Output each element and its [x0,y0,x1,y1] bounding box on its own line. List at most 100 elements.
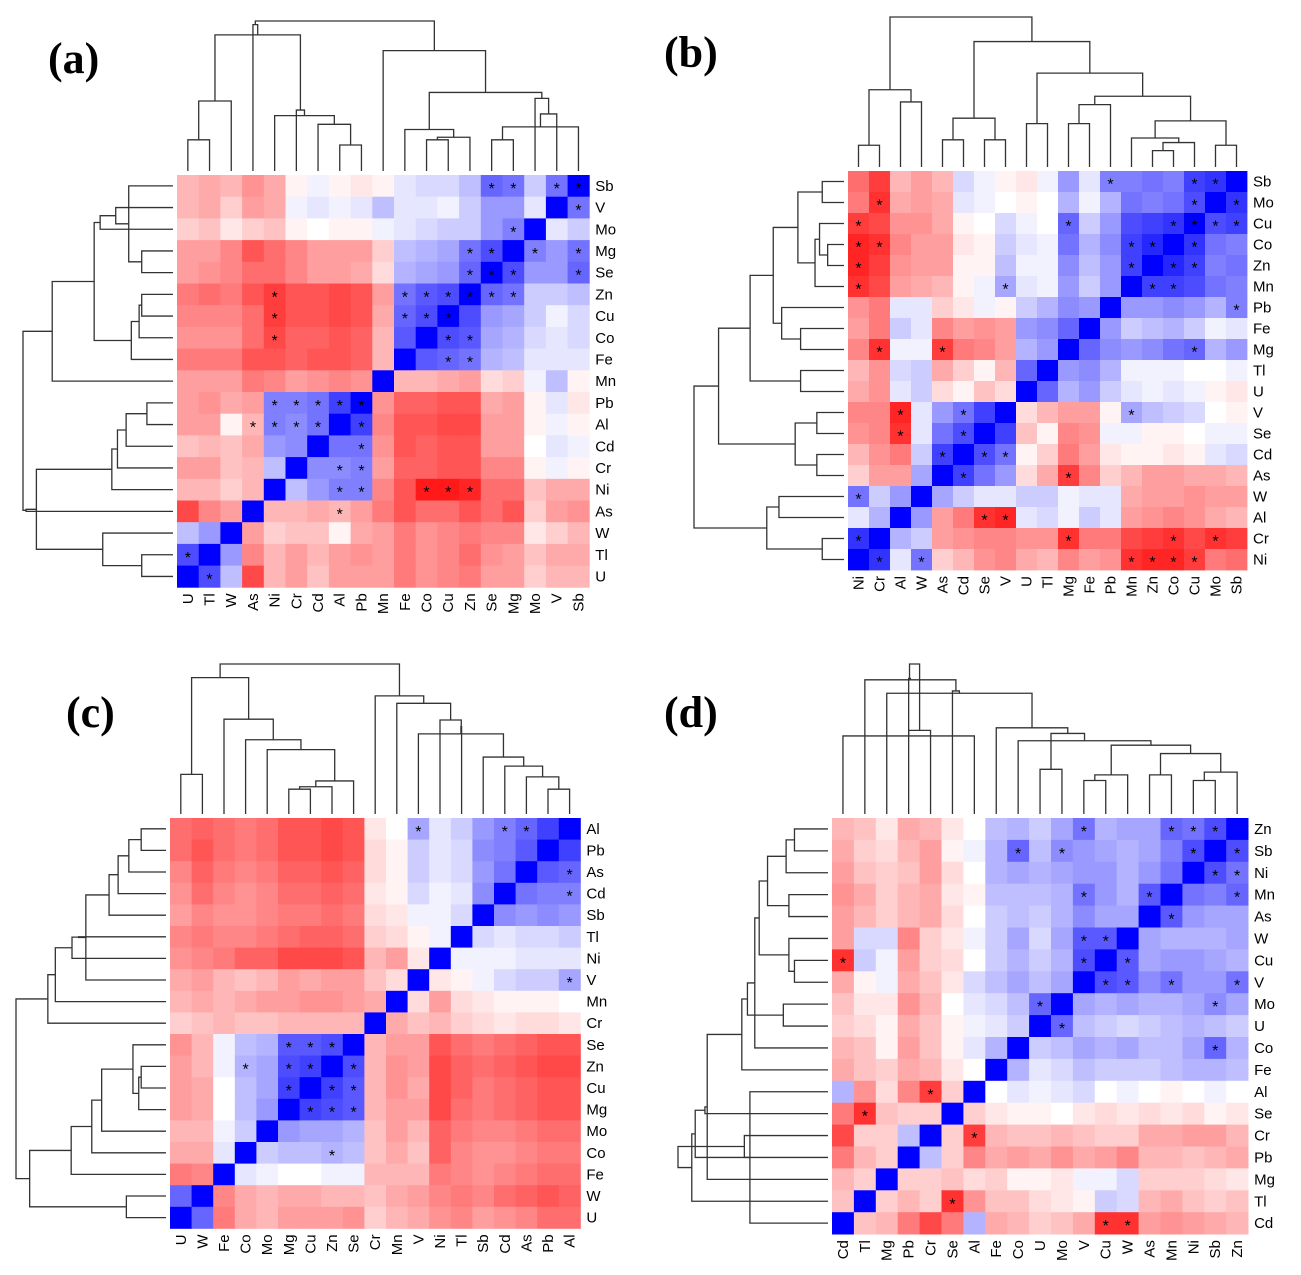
heatmap-cell [985,1102,1008,1125]
dendrogram-branch [1050,732,1086,770]
heatmap-cell [890,171,912,193]
column-label: Cr [923,1240,940,1256]
heatmap-cell [307,435,330,458]
heatmap-cell [1016,423,1038,445]
heatmap-cell [342,1206,365,1229]
heatmap-cell [1051,883,1074,906]
heatmap-cell [848,255,870,277]
heatmap-cell [1226,839,1249,863]
heatmap-cell [1226,381,1248,403]
dendrogram-branch [99,215,173,230]
heatmap-cell [494,818,516,840]
heatmap-cell [919,1080,942,1104]
heatmap-cell [263,261,286,284]
dendrogram-branch [125,1195,166,1219]
dendrogram-branch [190,676,250,775]
heatmap-cell [342,926,365,948]
heatmap-cell [567,478,590,501]
heatmap-cell [1138,927,1161,950]
heatmap-cell [985,993,1008,1016]
significance-marker: * [1233,303,1239,320]
heatmap-cell [328,175,351,198]
heatmap-cell [437,261,460,284]
heatmap-cell [321,1163,344,1186]
heatmap-cell [1058,360,1080,382]
heatmap-cell [995,276,1017,298]
heatmap-cell [278,1120,300,1143]
significance-marker: * [489,268,495,285]
heatmap-cell [1029,861,1052,885]
heatmap-cell [853,949,877,972]
heatmap-cell [524,240,547,263]
heatmap-cell [1184,171,1206,193]
heatmap-cell [1138,839,1161,863]
heatmap-cell [974,297,996,319]
heatmap-cell [869,255,891,277]
heatmap-cell [1016,339,1038,361]
column-label: V [410,1234,427,1244]
significance-marker: * [1234,868,1240,885]
heatmap-cell [545,196,568,219]
heatmap-cell [853,1058,877,1082]
heatmap-cell [263,543,286,566]
heatmap-cell [1205,297,1227,319]
heatmap-cell [897,1058,920,1082]
significance-marker: * [1128,555,1134,572]
heatmap-cell [429,969,452,992]
dendrogram-branch [77,936,166,939]
heatmap-cell [372,348,395,371]
heatmap-cell [1182,1102,1205,1125]
heatmap-cell [832,1080,855,1104]
significance-marker: * [1065,219,1071,236]
heatmap-cell [450,861,473,884]
heatmap-cell [1079,234,1101,256]
heatmap-cell [502,457,525,480]
heatmap-cell [1205,360,1227,382]
significance-marker: * [876,240,882,257]
row-label: W [1253,489,1268,506]
heatmap-cell [524,261,547,284]
heatmap-cell [537,1120,560,1143]
heatmap-cell [242,500,265,523]
heatmap-cell [429,861,452,884]
column-label: Cr [872,576,889,592]
heatmap-cell [974,255,996,277]
heatmap-cell [242,240,265,263]
heatmap-cell [524,478,547,501]
heatmap-cell [911,402,933,424]
heatmap-cell [299,1055,322,1078]
heatmap-cell [437,565,460,588]
row-label: As [1254,909,1272,926]
heatmap-cell [170,818,192,840]
heatmap-cell [234,1034,257,1056]
heatmap-cell [502,326,525,349]
heatmap-cell [869,213,891,235]
significance-marker: * [467,485,473,502]
heatmap-cell [170,861,192,884]
heatmap-cell [407,1055,430,1078]
heatmap-cell [1116,861,1139,885]
heatmap-cell [415,326,438,349]
heatmap-cell [1094,883,1118,906]
heatmap-cell [832,883,855,906]
heatmap-cell [985,1124,1008,1147]
heatmap-cell [1226,318,1248,340]
heatmap-cell [558,904,581,927]
heatmap-cell [437,500,460,523]
heatmap-cell [1204,971,1227,994]
dendrogram-branch [460,725,463,814]
heatmap-cell [1016,465,1038,487]
heatmap-cell [1205,402,1227,424]
heatmap-cell [1058,276,1080,298]
significance-marker: * [1212,824,1218,841]
heatmap-cell [1116,905,1139,928]
heatmap-cell [875,1168,899,1191]
significance-marker: * [307,1105,313,1122]
heatmap-cell [963,1102,986,1125]
heatmap-cell [1079,318,1101,340]
heatmap-cell [256,1098,279,1121]
dendrogram-branch [868,89,912,146]
heatmap-cell [545,478,568,501]
heatmap-cell [502,522,525,545]
row-label: Mo [595,221,616,238]
